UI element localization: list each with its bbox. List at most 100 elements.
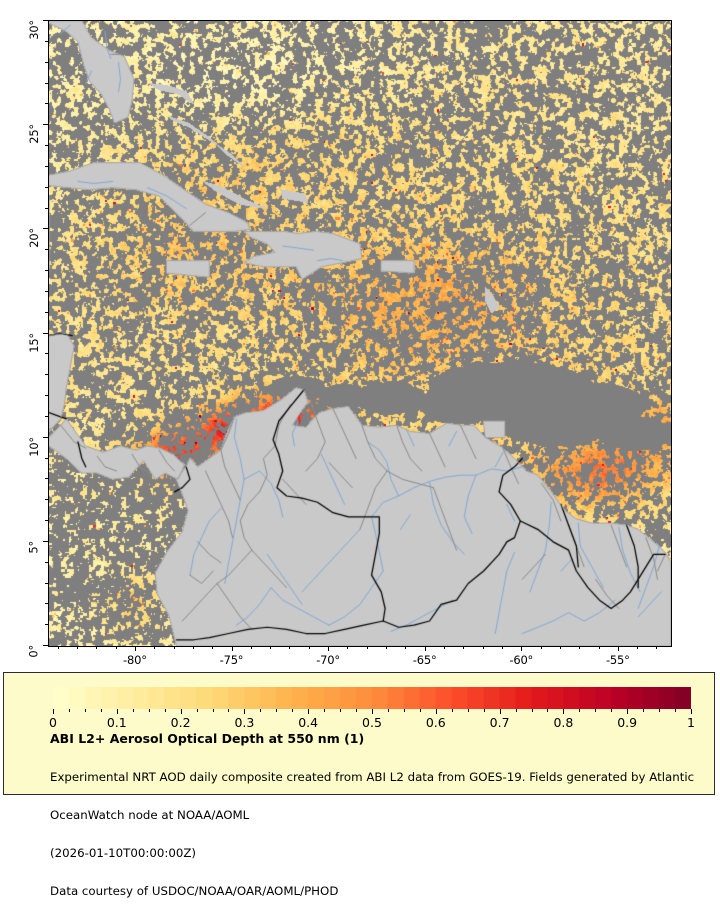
colorbar[interactable] [53,687,691,709]
colorbar-tick-label: 0.9 [617,715,638,730]
colorbar-minor-tick [467,709,469,712]
y-minor-tick [45,395,48,396]
x-minor-tick [347,646,349,649]
legend-line-4: Data courtesy of USDOC/NOAA/OAR/AOML/PHO… [50,883,339,898]
colorbar-tick-label: 0.3 [234,715,255,730]
colorbar-minor-tick [595,709,597,712]
x-axis-label: -70° [316,653,340,667]
colorbar-minor-tick [212,709,214,712]
y-minor-tick [45,457,48,459]
x-minor-tick [289,646,291,649]
x-minor-tick [656,646,658,649]
x-minor-tick [559,646,561,649]
colorbar-major-tick [563,709,565,714]
colorbar-minor-tick [483,709,485,712]
x-minor-tick [212,646,214,649]
x-minor-tick [308,646,310,649]
colorbar-minor-tick [260,709,262,712]
y-minor-tick [45,415,48,417]
colorbar-minor-tick [611,709,613,712]
colorbar-tick-label: 0.4 [298,715,319,730]
colorbar-minor-tick [68,709,70,712]
x-major-tick [521,646,523,651]
colorbar-gradient[interactable] [53,687,691,709]
x-axis-label: -55° [605,653,630,667]
colorbar-minor-tick [228,709,230,712]
x-minor-tick [637,646,639,649]
colorbar-tick-label: 0.2 [170,715,191,730]
colorbar-minor-tick [451,709,453,712]
x-major-tick [617,646,619,651]
legend-title: ABI L2+ Aerosol Optical Depth at 550 nm … [50,731,365,746]
colorbar-tick-label: 0.8 [553,715,574,730]
colorbar-tick-label: 0.7 [489,715,510,730]
y-minor-tick [45,374,48,376]
y-major-tick [43,20,48,21]
x-minor-tick [57,646,59,649]
y-minor-tick [45,603,48,605]
x-major-tick [134,646,136,651]
colorbar-major-tick [180,709,182,714]
colorbar-minor-tick [84,709,86,712]
x-axis-label: -80° [123,653,147,667]
y-major-tick [43,436,48,438]
y-minor-tick [45,499,48,501]
y-minor-tick [45,82,48,84]
y-major-tick [43,540,48,542]
x-minor-tick [173,646,175,649]
colorbar-minor-tick [164,709,166,712]
colorbar-minor-tick [292,709,294,712]
y-minor-tick [45,290,48,292]
colorbar-minor-tick [403,709,405,712]
y-minor-tick [45,145,48,146]
x-minor-tick [501,646,503,649]
colorbar-minor-tick [531,709,533,712]
legend-panel: 0 0.1 0.2 0.3 0.4 0.5 0.6 0.7 0.8 0.9 1 ABI L2+ Ae… [3,672,715,897]
y-minor-tick [45,165,48,167]
colorbar-major-tick [691,709,692,714]
colorbar-tick-label: 1 [687,715,695,730]
colorbar-tick-label: 0.1 [106,715,127,730]
aod-map-canvas[interactable] [49,21,671,646]
x-minor-tick [154,646,156,649]
y-major-tick [43,124,48,126]
colorbar-tick-label: 0 [49,715,57,730]
colorbar-major-tick [116,709,118,714]
y-minor-tick [45,353,48,355]
colorbar-minor-tick [579,709,581,712]
x-minor-tick [96,646,98,649]
legend-line-3: (2026-01-10T00:00:00Z) [50,845,197,860]
x-minor-tick [463,646,465,649]
aod-map-panel[interactable] [48,20,672,647]
colorbar-tick-label: 0.6 [425,715,446,730]
x-major-tick [231,646,233,651]
colorbar-major-tick [244,709,246,714]
legend-line-1: Experimental NRT AOD daily composite cre… [50,770,695,785]
colorbar-minor-tick [419,709,421,712]
y-minor-tick [45,520,48,521]
y-minor-tick [45,270,48,271]
colorbar-minor-tick [148,709,150,712]
y-minor-tick [45,40,48,42]
legend-line-2: OceanWatch node at NOAA/AOML [50,807,250,822]
x-minor-tick [270,646,272,649]
figure-root: -80° -75° -70° -65° -60° -55° 0° 5° 10° 15° 20° 25°… [3,20,715,897]
x-major-tick [424,646,426,651]
x-axis-label: -75° [219,653,244,667]
x-minor-tick [366,646,368,649]
colorbar-minor-tick [276,709,278,712]
colorbar-minor-tick [643,709,645,712]
x-minor-tick [443,646,445,649]
y-minor-tick [45,311,48,313]
x-minor-tick [115,646,117,649]
colorbar-minor-tick [547,709,549,712]
y-minor-tick [45,103,48,105]
colorbar-minor-tick [356,709,358,712]
x-minor-tick [405,646,407,649]
legend-description: Experimental NRT AOD daily composite cre… [50,746,694,922]
y-minor-tick [45,186,48,188]
x-minor-tick [579,646,581,649]
colorbar-minor-tick [515,709,517,712]
x-axis-label: -65° [412,653,437,667]
y-minor-tick [45,582,48,584]
